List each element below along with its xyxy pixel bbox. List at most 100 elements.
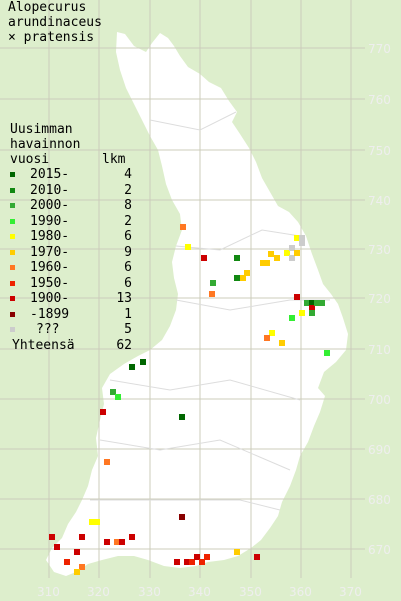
legend-color-swatch: [10, 327, 15, 332]
observation-marker: [115, 394, 121, 400]
observation-marker: [319, 300, 325, 306]
legend-total-label: Yhteensä: [12, 337, 75, 353]
legend-color-swatch: [10, 311, 15, 317]
legend-item-count: 2: [124, 182, 132, 198]
observation-marker: [114, 539, 120, 545]
observation-marker: [299, 235, 305, 241]
observation-marker: [129, 534, 135, 540]
observation-marker: [294, 294, 300, 300]
observation-marker: [100, 409, 106, 415]
observation-marker: [194, 554, 200, 560]
observation-marker: [180, 224, 186, 230]
title-line: × pratensis: [8, 30, 95, 45]
legend-item: ??? 5: [10, 322, 132, 338]
legend-item-label: ???: [36, 322, 60, 337]
legend-item: 1960- 6: [10, 260, 132, 276]
y-tick: 690: [368, 443, 391, 457]
legend-color-swatch: [10, 187, 15, 193]
observation-marker: [94, 519, 100, 525]
legend-color-swatch: [10, 296, 15, 301]
legend-total-count: 62: [116, 337, 132, 353]
observation-marker: [309, 300, 315, 306]
observation-marker: [140, 359, 146, 365]
legend-item-label: 1960-: [30, 260, 70, 275]
observation-marker: [269, 330, 275, 336]
observation-marker: [110, 389, 116, 395]
observation-marker: [104, 459, 110, 465]
observation-marker: [79, 564, 85, 570]
legend-color-swatch: [10, 234, 15, 239]
observation-marker: [74, 549, 80, 555]
x-tick: 310: [37, 585, 60, 599]
legend-color-swatch: [10, 218, 15, 224]
y-tick: 720: [368, 292, 391, 306]
legend-item: 1950- 6: [10, 275, 132, 292]
observation-marker: [309, 305, 315, 311]
y-tick: 670: [368, 543, 391, 557]
species-title: Alopecurus arundinaceus × pratensis: [8, 0, 102, 45]
legend-item-count: 5: [124, 322, 132, 337]
observation-marker: [324, 350, 330, 356]
observation-marker: [289, 245, 295, 251]
legend-item-label: 2000-: [30, 198, 70, 213]
observation-marker: [314, 300, 320, 306]
observation-marker: [289, 255, 295, 261]
observation-marker: [294, 250, 300, 256]
legend-color-swatch: [10, 203, 15, 208]
observation-marker: [89, 519, 95, 525]
y-tick: 760: [368, 93, 391, 107]
legend-item: 1970- 9: [10, 244, 132, 261]
y-tick: 730: [368, 243, 391, 257]
observation-marker: [234, 255, 240, 261]
title-line: Alopecurus: [8, 0, 87, 15]
y-tick: 770: [368, 42, 391, 56]
legend-item: 1900- 13: [10, 291, 132, 307]
observation-marker: [289, 315, 295, 321]
y-tick: 710: [368, 343, 391, 357]
legend-item-count: 8: [124, 198, 132, 213]
x-axis-ticks: 310 320 330 340 350 360 370: [37, 585, 362, 599]
y-axis-ticks: 770 760 750 740 730 720 710 700 690 680 …: [368, 42, 391, 557]
y-tick: 680: [368, 493, 391, 507]
observation-marker: [299, 240, 305, 246]
legend-header-line: havainnon: [10, 137, 81, 152]
observation-marker: [264, 335, 270, 341]
legend-item-label: 2015-: [30, 167, 70, 182]
legend-header: Uusimman havainnon vuosi lkm: [10, 122, 125, 167]
observation-marker: [74, 569, 80, 575]
observation-marker: [244, 270, 250, 276]
legend-item-label: 1970-: [30, 244, 70, 260]
legend-item-count: 1: [124, 306, 132, 322]
y-tick: 750: [368, 144, 391, 158]
observation-marker: [304, 300, 310, 306]
observation-marker: [184, 559, 190, 565]
observation-marker: [268, 251, 274, 257]
legend-item: 2010- 2: [10, 182, 132, 199]
legend-item: 2015- 4: [10, 167, 132, 183]
legend-total: Yhteensä 62: [10, 337, 132, 354]
observation-marker: [284, 250, 290, 256]
observation-marker: [294, 235, 300, 241]
observation-marker: [204, 554, 210, 560]
x-tick: 320: [87, 585, 110, 599]
observation-marker: [299, 310, 305, 316]
legend-item-label: 1990-: [30, 213, 70, 229]
title-line: arundinaceus: [8, 15, 102, 30]
legend-item-label: 1950-: [30, 275, 70, 291]
observation-marker: [234, 549, 240, 555]
legend-color-swatch: [10, 280, 15, 286]
coordinate-grid: [0, 0, 365, 578]
observation-marker: [179, 514, 185, 520]
legend-col-count: lkm: [102, 152, 126, 167]
observation-marker: [201, 255, 207, 261]
observation-marker: [185, 244, 191, 250]
legend-item-count: 4: [124, 167, 132, 182]
observation-marker: [279, 340, 285, 346]
legend-item-count: 6: [124, 229, 132, 244]
observation-marker: [79, 534, 85, 540]
x-tick: 350: [239, 585, 262, 599]
observation-marker: [274, 255, 280, 261]
observation-marker: [254, 554, 260, 560]
legend-item-label: 2010-: [30, 182, 70, 198]
